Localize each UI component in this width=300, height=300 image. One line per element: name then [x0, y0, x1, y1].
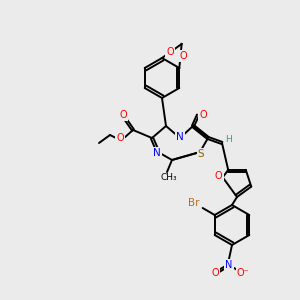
- Text: N: N: [153, 148, 161, 158]
- Text: O: O: [215, 171, 223, 182]
- Text: N: N: [225, 260, 233, 270]
- Text: O: O: [119, 110, 127, 120]
- Text: H: H: [226, 134, 232, 143]
- Text: O⁻: O⁻: [237, 268, 249, 278]
- Text: N: N: [176, 132, 184, 142]
- Text: CH₃: CH₃: [161, 173, 177, 182]
- Text: O: O: [116, 133, 124, 143]
- Text: O: O: [211, 268, 219, 278]
- Text: O: O: [180, 51, 187, 61]
- Text: Br: Br: [188, 198, 200, 208]
- Text: S: S: [198, 149, 204, 159]
- Text: O: O: [199, 110, 207, 120]
- Text: O: O: [166, 47, 174, 57]
